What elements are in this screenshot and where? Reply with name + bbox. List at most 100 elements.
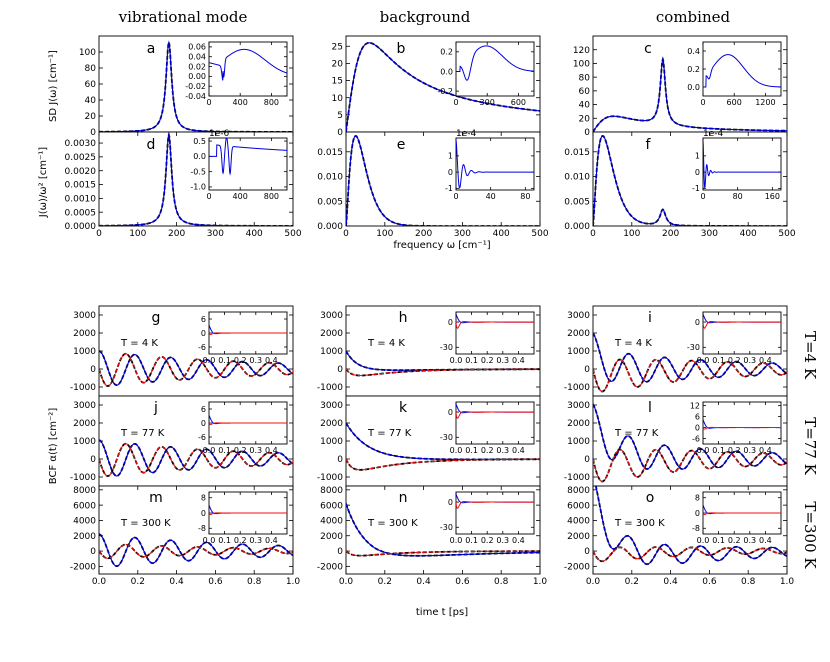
panel-g-ytick-label: 3000 [73, 311, 96, 321]
inset-c-frame [702, 41, 782, 97]
inset-d-frame [208, 137, 288, 191]
panel-g-axes: -1000 0 1000 2000 3000 g T = 4 K 0.0 0.1 0.2 0.3 0.… [70, 305, 294, 397]
inset-a-xtick-label: 400 [233, 98, 248, 107]
panel-l-imag [593, 449, 787, 483]
panel-e-ytick-label: 0.010 [317, 173, 343, 183]
panel-f-xtick-label: 300 [701, 229, 718, 239]
panel-i-ytick-label: 3000 [567, 311, 590, 321]
panel-e-xtick-label: 400 [493, 229, 510, 239]
inset-d-series [209, 138, 287, 176]
panel-l-ytick-label: 0 [584, 455, 590, 465]
inset-a-ytick-label: 0.02 [188, 62, 206, 71]
inset-a-ytick-label: 0.04 [188, 53, 206, 62]
inset-k-xtick-label: 0.0 [450, 446, 463, 455]
panel-c-ytick-label: 40 [579, 101, 591, 111]
panel-j-real [99, 439, 293, 477]
panel-h-ytick-label: 3000 [320, 311, 343, 321]
panel-j-ytick-label: 0 [90, 455, 96, 465]
inset-b-ytick-label: -0.2 [437, 87, 453, 96]
inset-l-axes: 0.0 0.1 0.2 0.3 0.4 -6 0 6 12 [690, 401, 782, 455]
panel-o-axes: 0.0 0.2 0.4 0.6 0.8 1.0 -2000 0 2000 4000 6000 8000… [564, 485, 795, 587]
panel-k-ytick-label: -1000 [317, 473, 343, 483]
panel-d-ytick-label: 0.0030 [65, 139, 97, 149]
panel-h-temperature: T = 4 K [367, 338, 405, 349]
inset-f-series [703, 139, 781, 189]
inset-j-xtick-label: 0.2 [234, 446, 247, 455]
inset-f-ytick-label: -1 [692, 184, 700, 193]
inset-e-xtick-label: 80 [520, 192, 530, 201]
inset-o-ytick-label: 8 [695, 494, 700, 503]
panel-d-xtick-label: 500 [284, 229, 301, 239]
inset-h-imag [456, 320, 534, 329]
inset-g-xtick-label: 0.1 [218, 356, 231, 365]
inset-a-ytick-label: -0.04 [185, 92, 206, 101]
panel-n-ytick-label: 0 [337, 547, 343, 557]
panel-o-ytick-label: 6000 [567, 501, 590, 511]
panel-d-xtick-label: 0 [96, 229, 102, 239]
panel-m-xtick-label: 0.4 [169, 577, 184, 587]
panel-letter-i: i [648, 310, 652, 326]
panel-o-imag [593, 546, 787, 562]
inset-m-xtick-label: 0.4 [265, 536, 278, 545]
inset-h-axes: 0.0 0.1 0.2 0.3 0.4 -30 0 [440, 311, 535, 365]
panel-h-ytick-label: -1000 [317, 383, 343, 393]
inset-o-xtick-label: 0.4 [759, 536, 772, 545]
inset-c-xtick-label: 0 [700, 98, 705, 107]
inset-h-ytick-label: 0 [448, 318, 453, 327]
panel-d-xtick-label: 300 [207, 229, 224, 239]
panel-b-ytick-label: 25 [332, 42, 343, 52]
inset-o-xtick-label: 0.0 [697, 536, 710, 545]
panel-c-ytick-label: 120 [573, 46, 590, 56]
inset-o-xtick-label: 0.3 [743, 536, 756, 545]
panel-i-ytick-label: 1000 [567, 347, 590, 357]
panel-o-xtick-label: 0.4 [663, 577, 678, 587]
panel-a-ytick-label: 80 [85, 64, 97, 74]
panel-o-ytick-label: 8000 [567, 486, 590, 496]
panel-n-xtick-label: 0.6 [455, 577, 470, 587]
inset-g-axes: 0.0 0.1 0.2 0.3 0.4 -6 0 6 [198, 311, 288, 365]
inset-a-ytick-label: -0.02 [185, 82, 206, 91]
panel-d-series [99, 132, 293, 226]
panel-j-ytick-label: 2000 [73, 419, 96, 429]
panel-d-ytick-label: 0.0015 [65, 181, 97, 191]
panel-d-ytick-label: 0.0025 [65, 153, 97, 163]
inset-a-ytick-label: 0.00 [188, 72, 206, 81]
panel-k-ytick-label: 0 [337, 455, 343, 465]
panel-o-xtick-label: 1.0 [780, 577, 795, 587]
inset-o-ytick-label: 0 [695, 509, 700, 518]
inset-e-xtick-label: 0 [453, 192, 458, 201]
inset-b-axes: 0 300 600 -0.2 0.0 0.2 [437, 41, 535, 107]
ylabel-bcf: BCF α(t) [cm⁻²] [48, 408, 59, 485]
panel-j-temperature: T = 77 K [120, 428, 165, 439]
inset-k-frame [455, 401, 535, 445]
panel-k-ytick-label: 3000 [320, 401, 343, 411]
inset-b-series [456, 45, 534, 81]
inset-f-xtick-label: 160 [765, 192, 780, 201]
panel-d-xtick-label: 400 [246, 229, 263, 239]
panel-n-ytick-label: 2000 [320, 532, 343, 542]
panel-a-ytick-label: 100 [79, 48, 96, 58]
inset-k-xtick-label: 0.2 [481, 446, 494, 455]
panel-n-axes: 0.0 0.2 0.4 0.6 0.8 1.0 -2000 0 2000 4000 6000 8000… [317, 485, 547, 587]
panel-l-ytick-label: 2000 [567, 419, 590, 429]
inset-i-xtick-label: 0.1 [712, 356, 725, 365]
inset-j-xtick-label: 0.3 [249, 446, 262, 455]
panel-o-ytick-label: 4000 [567, 517, 590, 527]
panel-l-ytick-label: 3000 [567, 401, 590, 411]
inset-o-xtick-label: 0.2 [728, 536, 741, 545]
panel-i-real [593, 332, 787, 383]
panel-e-ytick-label: 0.015 [317, 148, 343, 158]
column-title-background: background [380, 8, 471, 26]
panel-e-ytick-label: 0.000 [317, 222, 343, 232]
inset-o-axes: 0.0 0.1 0.2 0.3 0.4 -8 0 8 [692, 491, 782, 545]
panel-letter-c: c [644, 41, 652, 57]
panel-f-ytick-label: 0.000 [564, 222, 590, 232]
inset-d-xtick-label: 0 [206, 192, 211, 201]
inset-c-xtick-label: 600 [727, 98, 742, 107]
inset-c-axes: 0 600 1200 0.0 0.2 0.4 [687, 41, 782, 107]
panel-m-xtick-label: 0.0 [92, 577, 107, 587]
